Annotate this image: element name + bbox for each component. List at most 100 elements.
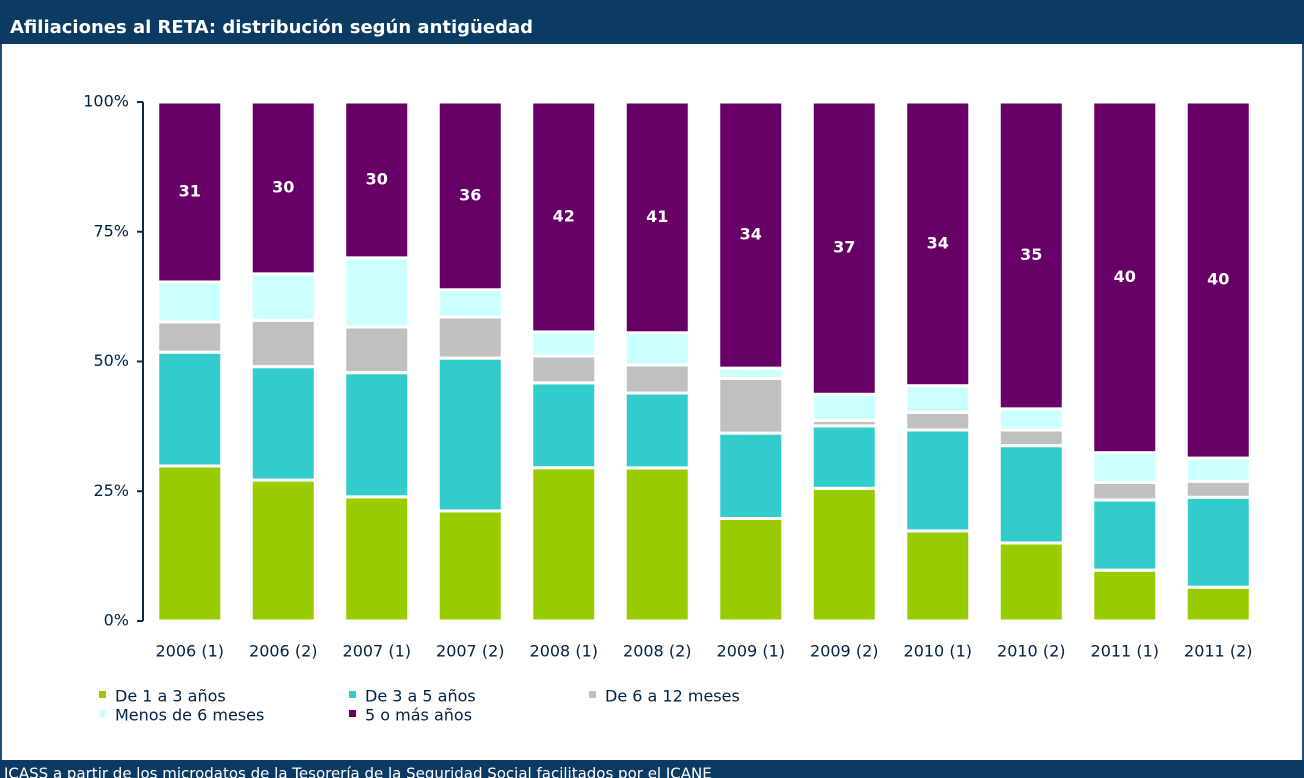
bar-segment <box>810 392 878 422</box>
bar-segment <box>249 478 317 623</box>
source: ICASS a partir de los microdatos de la T… <box>4 765 712 778</box>
data-label: 30 <box>366 169 388 188</box>
legend-marker <box>349 710 356 717</box>
bar-segment <box>343 371 411 499</box>
data-label: 40 <box>1114 267 1136 286</box>
bar-segment <box>997 444 1065 545</box>
bar-segment <box>904 100 972 388</box>
legend-marker <box>99 691 106 698</box>
y-tick-label: 0% <box>104 611 129 630</box>
y-tick-label: 25% <box>93 481 129 500</box>
bar-segment <box>343 325 411 375</box>
bar-segment <box>1091 451 1159 484</box>
bar-segment <box>156 280 224 324</box>
bar-segment <box>530 330 598 358</box>
bar-segment <box>623 331 691 367</box>
bar-segment <box>717 516 785 623</box>
bar-segment <box>156 100 224 284</box>
bar-segment <box>717 366 785 380</box>
bar-segment <box>343 256 411 329</box>
footer <box>0 760 1304 778</box>
chart-title: Afiliaciones al RETA: distribución según… <box>10 17 533 38</box>
bar-segment <box>1184 495 1252 589</box>
x-tick-label: 2010 (2) <box>997 642 1065 661</box>
bar-segment <box>156 320 224 354</box>
bar-segment <box>436 288 504 319</box>
data-label: 37 <box>833 238 855 257</box>
bar-segment <box>997 428 1065 448</box>
legend-label: De 3 a 5 años <box>365 687 476 706</box>
bar-segment <box>1091 568 1159 623</box>
data-label: 42 <box>553 206 575 225</box>
data-label: 34 <box>740 225 762 244</box>
bar-segment <box>904 428 972 533</box>
bar-segment <box>717 376 785 435</box>
bar-segment <box>810 424 878 490</box>
bar-segment <box>623 391 691 470</box>
x-tick-label: 2009 (1) <box>717 642 785 661</box>
data-label: 31 <box>179 181 201 200</box>
data-label: 36 <box>459 185 481 204</box>
legend-label: De 6 a 12 meses <box>605 687 740 706</box>
legend-marker <box>99 710 106 717</box>
bar-segment <box>1184 585 1252 623</box>
data-label: 35 <box>1020 245 1042 264</box>
x-tick-label: 2006 (1) <box>156 642 224 661</box>
y-tick-label: 50% <box>93 351 129 370</box>
bar-segment <box>1184 456 1252 483</box>
bar-segment <box>904 384 972 414</box>
data-label: 40 <box>1207 270 1229 289</box>
bar-segment <box>1184 100 1252 460</box>
data-label: 34 <box>927 233 949 252</box>
bar-segment <box>717 431 785 520</box>
bar-segment <box>1091 498 1159 572</box>
legend-marker <box>589 691 596 698</box>
legend-label: Menos de 6 meses <box>115 706 264 725</box>
bar-segment <box>530 354 598 385</box>
bar-segment <box>810 486 878 623</box>
header <box>0 0 1304 44</box>
y-tick-label: 75% <box>93 221 129 240</box>
bar-segment <box>436 315 504 360</box>
y-tick-label: 100% <box>83 92 129 111</box>
legend-label: De 1 a 3 años <box>115 687 226 706</box>
x-tick-label: 2007 (2) <box>436 642 504 661</box>
x-tick-label: 2010 (1) <box>904 642 972 661</box>
bar-segment <box>530 100 598 334</box>
x-tick-label: 2011 (2) <box>1184 642 1252 661</box>
bar-segment <box>156 464 224 623</box>
bar-segment <box>436 356 504 513</box>
bar-segment <box>904 410 972 432</box>
bar-segment <box>997 541 1065 623</box>
bar-segment <box>436 100 504 292</box>
x-tick-label: 2006 (2) <box>249 642 317 661</box>
x-tick-label: 2011 (1) <box>1091 642 1159 661</box>
bar-segment <box>1091 100 1159 455</box>
bar-segment <box>436 509 504 623</box>
x-tick-label: 2008 (1) <box>530 642 598 661</box>
bar-segment <box>623 466 691 623</box>
x-tick-label: 2008 (2) <box>623 642 691 661</box>
bar-segment <box>530 381 598 470</box>
bar-segment <box>530 466 598 623</box>
data-label: 30 <box>272 177 294 196</box>
bar-segment <box>623 363 691 395</box>
bar-segment <box>249 100 317 276</box>
bar-segment <box>810 100 878 396</box>
bar-segment <box>249 318 317 369</box>
x-tick-label: 2009 (2) <box>810 642 878 661</box>
data-label: 41 <box>646 207 668 226</box>
legend-label: 5 o más años <box>365 706 472 725</box>
x-tick-label: 2007 (1) <box>343 642 411 661</box>
bar-segment <box>997 100 1065 411</box>
legend-marker <box>349 691 356 698</box>
bar-segment <box>997 407 1065 432</box>
bar-segment <box>343 100 411 260</box>
bar-segment <box>1091 480 1159 502</box>
bar-segment <box>156 350 224 468</box>
bar-segment <box>343 495 411 623</box>
bar-segment <box>249 272 317 322</box>
bar-segment <box>717 100 785 370</box>
bar-segment <box>623 100 691 335</box>
